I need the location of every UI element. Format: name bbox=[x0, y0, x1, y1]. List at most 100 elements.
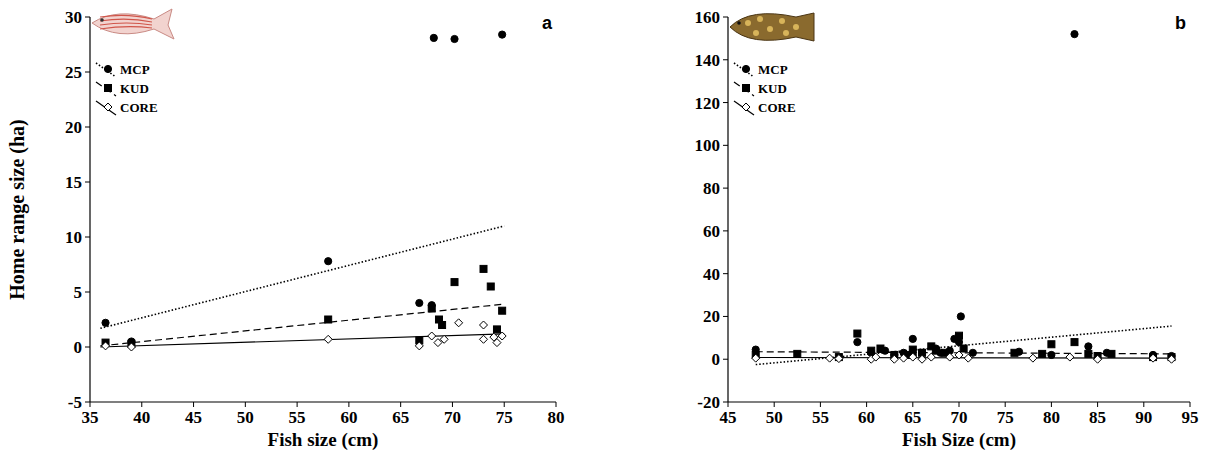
fish-spot bbox=[767, 26, 773, 32]
x-axis-title: Fish Size (cm) bbox=[902, 429, 1016, 451]
point bbox=[909, 335, 916, 342]
point bbox=[1085, 350, 1092, 357]
point bbox=[428, 305, 435, 312]
point bbox=[493, 339, 501, 347]
point bbox=[1039, 350, 1046, 357]
y-tick bbox=[723, 188, 728, 189]
y-tick bbox=[85, 17, 90, 18]
y-axis bbox=[727, 17, 728, 402]
y-tick bbox=[85, 237, 90, 238]
x-tick bbox=[1190, 402, 1191, 407]
y-tick bbox=[723, 402, 728, 403]
point bbox=[1149, 354, 1157, 362]
point bbox=[909, 353, 917, 361]
y-tick bbox=[723, 145, 728, 146]
plot-area bbox=[100, 31, 506, 351]
point bbox=[957, 313, 964, 320]
point bbox=[960, 345, 967, 352]
point bbox=[946, 353, 954, 361]
y-tick-label: 20 bbox=[65, 118, 82, 137]
fish-body bbox=[92, 9, 174, 39]
point bbox=[498, 332, 506, 340]
y-axis bbox=[89, 17, 90, 402]
point bbox=[955, 351, 963, 359]
x-tick bbox=[90, 402, 91, 407]
point bbox=[752, 354, 760, 362]
x-tick bbox=[1097, 402, 1098, 407]
point bbox=[1071, 339, 1078, 346]
point bbox=[927, 353, 935, 361]
x-tick bbox=[556, 402, 557, 407]
fish-spot bbox=[783, 30, 789, 36]
legend: MCPKUDCORE bbox=[734, 62, 796, 115]
x-tick-label: 50 bbox=[766, 408, 783, 427]
trend-line bbox=[100, 304, 504, 346]
legend-line bbox=[96, 101, 116, 115]
point bbox=[1168, 355, 1176, 363]
point bbox=[932, 347, 939, 354]
panel: 35404550556065707580-5051015202530Fish s… bbox=[6, 8, 565, 451]
legend-label: KUD bbox=[120, 81, 149, 96]
y-tick bbox=[723, 17, 728, 18]
fish-eye bbox=[100, 18, 104, 22]
point bbox=[1066, 353, 1074, 361]
y-tick bbox=[723, 230, 728, 231]
trend-line bbox=[100, 226, 504, 328]
point bbox=[900, 354, 908, 362]
y-tick bbox=[85, 72, 90, 73]
legend-marker bbox=[104, 65, 111, 72]
y-tick-label: 0 bbox=[712, 350, 721, 369]
x-tick-label: 50 bbox=[237, 408, 254, 427]
x-tick-label: 60 bbox=[340, 408, 357, 427]
fish-spot bbox=[779, 18, 785, 24]
point bbox=[127, 343, 135, 351]
x-tick-label: 85 bbox=[1089, 408, 1106, 427]
trend-line bbox=[100, 334, 504, 347]
point bbox=[493, 326, 500, 333]
x-tick bbox=[245, 402, 246, 407]
y-tick-label: 160 bbox=[695, 8, 721, 27]
x-tick-label: 35 bbox=[82, 408, 99, 427]
legend-label: CORE bbox=[758, 100, 796, 115]
x-tick bbox=[866, 402, 867, 407]
legend-label: MCP bbox=[120, 62, 150, 77]
point bbox=[826, 354, 834, 362]
trend-line bbox=[756, 326, 1172, 365]
x-tick-label: 65 bbox=[904, 408, 921, 427]
point bbox=[440, 335, 448, 343]
point bbox=[918, 355, 926, 363]
legend-marker bbox=[742, 65, 749, 72]
legend-line bbox=[734, 82, 754, 96]
y-tick-label: 20 bbox=[703, 307, 720, 326]
fish-stripe bbox=[100, 23, 152, 25]
x-tick-label: 70 bbox=[444, 408, 461, 427]
point bbox=[877, 345, 884, 352]
y-tick bbox=[85, 347, 90, 348]
y-tick-label: 30 bbox=[65, 8, 82, 27]
x-tick bbox=[141, 402, 142, 407]
fish-eye bbox=[737, 21, 741, 25]
x-tick bbox=[912, 402, 913, 407]
point bbox=[872, 353, 880, 361]
fish-stripe bbox=[100, 15, 152, 19]
point bbox=[499, 307, 506, 314]
point bbox=[969, 349, 976, 356]
point bbox=[1094, 355, 1102, 363]
y-tick-label: 15 bbox=[65, 173, 82, 192]
point bbox=[854, 339, 861, 346]
point bbox=[428, 332, 436, 340]
panel: 4550556065707580859095-20020406080100120… bbox=[695, 8, 1199, 451]
point bbox=[909, 346, 916, 353]
x-tick bbox=[400, 402, 401, 407]
x-tick-label: 70 bbox=[951, 408, 968, 427]
panel-letter: a bbox=[542, 13, 553, 33]
point bbox=[1085, 343, 1092, 350]
x-axis bbox=[90, 401, 556, 402]
fish-spot bbox=[757, 16, 763, 22]
fish-icon bbox=[730, 13, 814, 41]
y-tick bbox=[723, 59, 728, 60]
x-tick bbox=[1143, 402, 1144, 407]
x-tick bbox=[728, 402, 729, 407]
x-tick bbox=[452, 402, 453, 407]
plot-area bbox=[752, 31, 1176, 365]
